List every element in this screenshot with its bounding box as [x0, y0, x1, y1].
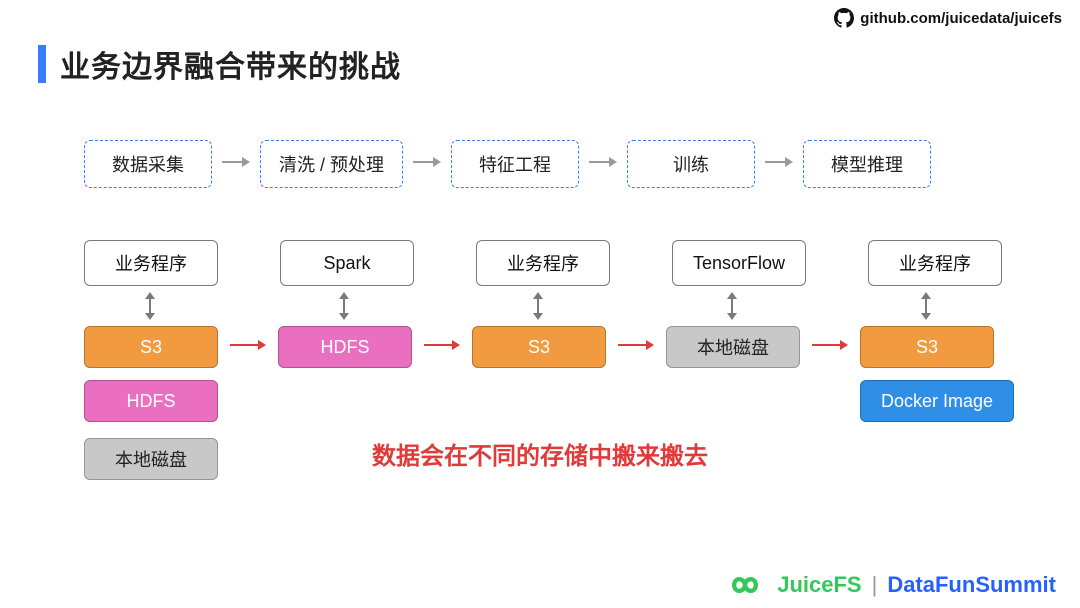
footer-right-name: DataFunSummit [887, 572, 1056, 598]
infinity-icon [723, 572, 767, 598]
pipeline-stage: 数据采集 [84, 140, 212, 188]
storage-box: S3 [84, 326, 218, 368]
storage-box: HDFS [84, 380, 218, 422]
tech-row: 业务程序 Spark 业务程序 TensorFlow 业务程序 [84, 240, 1002, 286]
tech-box: 业务程序 [84, 240, 218, 286]
stage-arrow-icon [413, 155, 441, 174]
double-arrow-icon [472, 292, 604, 320]
right-extra-box-container: Docker Image [860, 380, 1014, 422]
slide-title: 业务边界融合带来的挑战 [38, 42, 401, 86]
tech-box: 业务程序 [868, 240, 1002, 286]
title-text: 业务边界融合带来的挑战 [60, 42, 401, 86]
pipeline-stage-row: 数据采集 清洗 / 预处理 特征工程 训练 模型推理 [84, 140, 931, 188]
tech-box: TensorFlow [672, 240, 806, 286]
footer-separator: | [872, 572, 878, 598]
title-accent-bar [38, 45, 46, 83]
github-link[interactable]: github.com/juicedata/juicefs [834, 8, 1062, 28]
storage-box: S3 [472, 326, 606, 368]
double-arrow-icon [666, 292, 798, 320]
stage-arrow-icon [589, 155, 617, 174]
footer-left-name: JuiceFS [777, 572, 861, 598]
storage-row: S3 HDFS S3 本地磁盘 S3 [84, 326, 994, 368]
pipeline-stage: 训练 [627, 140, 755, 188]
storage-box: Docker Image [860, 380, 1014, 422]
pipeline-stage: 清洗 / 预处理 [260, 140, 403, 188]
footer: JuiceFS | DataFunSummit [723, 572, 1056, 598]
storage-arrow-icon [424, 338, 460, 357]
storage-box: HDFS [278, 326, 412, 368]
storage-box: S3 [860, 326, 994, 368]
storage-arrow-icon [618, 338, 654, 357]
caption-text: 数据会在不同的存储中搬来搬去 [0, 436, 1080, 471]
pipeline-stage: 模型推理 [803, 140, 931, 188]
tech-box: Spark [280, 240, 414, 286]
stage-arrow-icon [222, 155, 250, 174]
vertical-arrow-row [84, 292, 992, 320]
tech-box: 业务程序 [476, 240, 610, 286]
double-arrow-icon [278, 292, 410, 320]
pipeline-stage: 特征工程 [451, 140, 579, 188]
storage-arrow-icon [230, 338, 266, 357]
double-arrow-icon [84, 292, 216, 320]
double-arrow-icon [860, 292, 992, 320]
github-icon [834, 8, 854, 28]
github-url-text: github.com/juicedata/juicefs [860, 10, 1062, 27]
storage-box: 本地磁盘 [666, 326, 800, 368]
stage-arrow-icon [765, 155, 793, 174]
storage-arrow-icon [812, 338, 848, 357]
